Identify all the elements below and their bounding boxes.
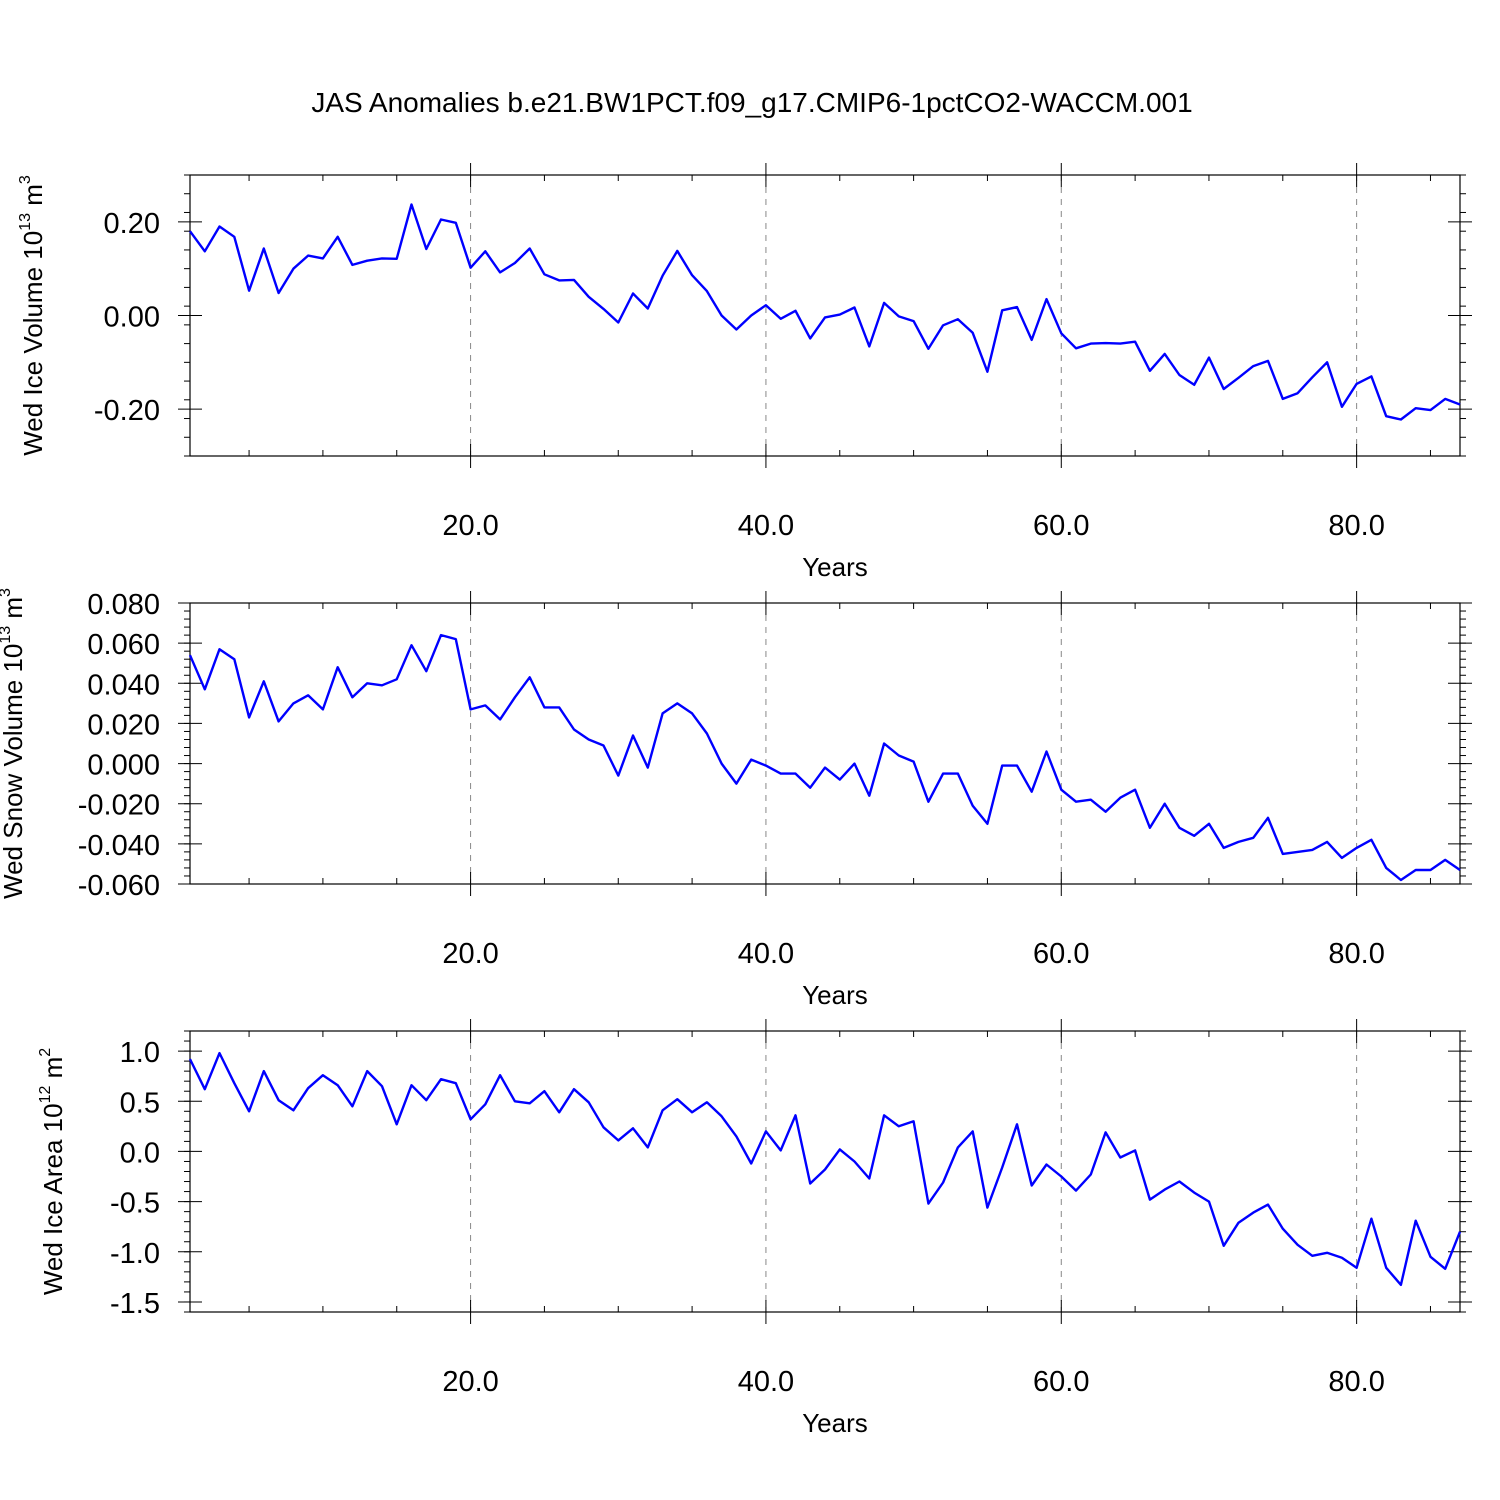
x-tick-label: 80.0 <box>1328 938 1384 970</box>
x-tick-label: 20.0 <box>442 938 498 970</box>
series-line <box>188 633 1461 882</box>
y-tick-label: 0.080 <box>87 589 160 621</box>
y-tick-label: 0.0 <box>120 1137 160 1169</box>
x-tick-label: 40.0 <box>738 938 794 970</box>
plot-frame <box>189 174 1461 457</box>
x-tick-label: 60.0 <box>1033 510 1089 542</box>
panel-ice-volume: 20.0 40.0 60.0 80.0 0.20 0.00 -0.20 Years Wed Ic… <box>17 163 1472 582</box>
y-tick-label: -0.20 <box>94 395 160 427</box>
x-tick-label: 80.0 <box>1328 510 1384 542</box>
y-tick-label: 0.00 <box>104 302 160 334</box>
y-tick-label: 0.040 <box>87 669 160 701</box>
y-tick-label: -0.020 <box>78 790 160 822</box>
x-axis-label: Years <box>802 1408 868 1438</box>
y-tick-label: 0.060 <box>87 629 160 661</box>
x-tick-label: 60.0 <box>1033 938 1089 970</box>
y-tick-label: -1.5 <box>110 1288 160 1320</box>
y-tick-label: 0.020 <box>87 709 160 741</box>
y-axis-label: Wed Ice Area 1012 m2 <box>37 1048 68 1295</box>
y-tick-label: 0.5 <box>120 1087 160 1119</box>
x-tick-label: 40.0 <box>738 1366 794 1398</box>
y-axis-label: Wed Ice Volume 1013 m3 <box>17 175 48 456</box>
series-line <box>188 1051 1462 1287</box>
y-tick-label: -1.0 <box>110 1238 160 1270</box>
x-tick-label: 20.0 <box>442 510 498 542</box>
y-tick-label: -0.060 <box>78 870 160 902</box>
y-tick-label: 0.000 <box>87 750 160 782</box>
x-axis-label: Years <box>802 980 868 1010</box>
y-tick-label: 0.20 <box>104 208 160 240</box>
x-tick-label: 40.0 <box>738 510 794 542</box>
panel-snow-volume: 20.0 40.0 60.0 80.0 0.080 0.060 0.040 0.020 0.00… <box>0 588 1472 1010</box>
y-tick-label: -0.5 <box>110 1188 160 1220</box>
y-tick-label: 1.0 <box>120 1037 160 1069</box>
plot-frame <box>189 602 1461 885</box>
x-tick-label: 20.0 <box>442 1366 498 1398</box>
x-axis-label: Years <box>802 552 868 582</box>
x-tick-label: 60.0 <box>1033 1366 1089 1398</box>
series-line <box>189 203 1461 421</box>
y-axis-label: Wed Snow Volume 1013 m3 <box>0 588 28 899</box>
plot-frame <box>189 1030 1461 1313</box>
x-tick-label: 80.0 <box>1328 1366 1384 1398</box>
chart-title: JAS Anomalies b.e21.BW1PCT.f09_g17.CMIP6… <box>311 87 1192 118</box>
y-tick-label: -0.040 <box>78 830 160 862</box>
panel-ice-area: 20.0 40.0 60.0 80.0 1.0 0.5 0.0 -0.5 -1.0 -1.5 Yea… <box>37 1019 1472 1438</box>
